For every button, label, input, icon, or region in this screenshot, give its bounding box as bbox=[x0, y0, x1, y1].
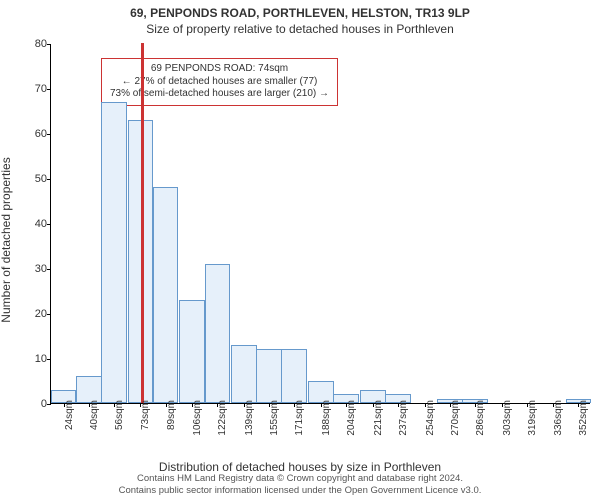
x-tick-label: 171sqm bbox=[294, 400, 305, 436]
x-tick-label: 352sqm bbox=[578, 400, 589, 436]
y-tick-mark bbox=[47, 179, 51, 180]
x-tick-label: 89sqm bbox=[166, 400, 177, 430]
x-tick-label: 254sqm bbox=[425, 400, 436, 436]
x-tick-mark bbox=[192, 403, 193, 407]
chart-title-main: 69, PENPONDS ROAD, PORTHLEVEN, HELSTON, … bbox=[0, 6, 600, 20]
chart-title-sub: Size of property relative to detached ho… bbox=[0, 22, 600, 36]
y-tick-label: 60 bbox=[17, 128, 47, 140]
y-tick-mark bbox=[47, 269, 51, 270]
x-tick-mark bbox=[527, 403, 528, 407]
y-tick-label: 50 bbox=[17, 173, 47, 185]
x-tick-mark bbox=[269, 403, 270, 407]
y-tick-label: 20 bbox=[17, 308, 47, 320]
x-tick-label: 286sqm bbox=[475, 400, 486, 436]
histogram-bar bbox=[101, 102, 127, 404]
y-tick-mark bbox=[47, 359, 51, 360]
x-tick-label: 40sqm bbox=[89, 400, 100, 430]
x-tick-mark bbox=[89, 403, 90, 407]
x-tick-label: 56sqm bbox=[114, 400, 125, 430]
footer-line1: Contains HM Land Registry data © Crown c… bbox=[137, 473, 463, 484]
highlight-annotation-box: 69 PENPONDS ROAD: 74sqm ← 27% of detache… bbox=[101, 58, 338, 106]
x-tick-label: 24sqm bbox=[64, 400, 75, 430]
x-tick-mark bbox=[64, 403, 65, 407]
y-tick-mark bbox=[47, 404, 51, 405]
x-tick-label: 188sqm bbox=[321, 400, 332, 436]
highlight-marker bbox=[141, 43, 144, 403]
y-tick-mark bbox=[47, 314, 51, 315]
x-tick-label: 73sqm bbox=[140, 400, 151, 430]
y-tick-mark bbox=[47, 224, 51, 225]
x-tick-label: 139sqm bbox=[244, 400, 255, 436]
x-tick-mark bbox=[450, 403, 451, 407]
x-tick-label: 106sqm bbox=[192, 400, 203, 436]
x-tick-mark bbox=[114, 403, 115, 407]
x-tick-mark bbox=[244, 403, 245, 407]
x-tick-mark bbox=[294, 403, 295, 407]
x-tick-mark bbox=[398, 403, 399, 407]
x-tick-mark bbox=[217, 403, 218, 407]
plot-area: 69 PENPONDS ROAD: 74sqm ← 27% of detache… bbox=[50, 44, 590, 404]
x-tick-label: 303sqm bbox=[502, 400, 513, 436]
y-tick-label: 0 bbox=[17, 398, 47, 410]
chart-footer: Contains HM Land Registry data © Crown c… bbox=[10, 473, 590, 496]
x-tick-label: 270sqm bbox=[450, 400, 461, 436]
x-tick-label: 336sqm bbox=[553, 400, 564, 436]
x-tick-label: 122sqm bbox=[217, 400, 228, 436]
footer-line2: Contains public sector information licen… bbox=[119, 485, 482, 496]
histogram-bar bbox=[153, 187, 179, 403]
x-tick-label: 237sqm bbox=[398, 400, 409, 436]
y-tick-label: 40 bbox=[17, 218, 47, 230]
y-tick-label: 80 bbox=[17, 38, 47, 50]
histogram-bar bbox=[205, 264, 231, 404]
x-tick-mark bbox=[578, 403, 579, 407]
y-tick-mark bbox=[47, 89, 51, 90]
y-tick-label: 10 bbox=[17, 353, 47, 365]
x-tick-label: 155sqm bbox=[269, 400, 280, 436]
histogram-bar bbox=[231, 345, 257, 404]
x-tick-mark bbox=[346, 403, 347, 407]
y-axis-label: Number of detached properties bbox=[0, 157, 13, 322]
x-tick-label: 204sqm bbox=[346, 400, 357, 436]
x-tick-mark bbox=[475, 403, 476, 407]
x-tick-mark bbox=[502, 403, 503, 407]
x-tick-mark bbox=[321, 403, 322, 407]
x-axis-label: Distribution of detached houses by size … bbox=[0, 460, 600, 474]
histogram-bar bbox=[256, 349, 282, 403]
y-tick-mark bbox=[47, 44, 51, 45]
x-tick-label: 221sqm bbox=[373, 400, 384, 436]
x-tick-label: 319sqm bbox=[527, 400, 538, 436]
x-tick-mark bbox=[373, 403, 374, 407]
y-tick-mark bbox=[47, 134, 51, 135]
histogram-bar bbox=[76, 376, 102, 403]
y-tick-label: 30 bbox=[17, 263, 47, 275]
y-tick-label: 70 bbox=[17, 83, 47, 95]
histogram-bar bbox=[281, 349, 307, 403]
property-size-histogram: 69, PENPONDS ROAD, PORTHLEVEN, HELSTON, … bbox=[0, 0, 600, 500]
histogram-bar bbox=[179, 300, 205, 404]
x-tick-mark bbox=[425, 403, 426, 407]
x-tick-mark bbox=[166, 403, 167, 407]
x-tick-mark bbox=[140, 403, 141, 407]
x-tick-mark bbox=[553, 403, 554, 407]
